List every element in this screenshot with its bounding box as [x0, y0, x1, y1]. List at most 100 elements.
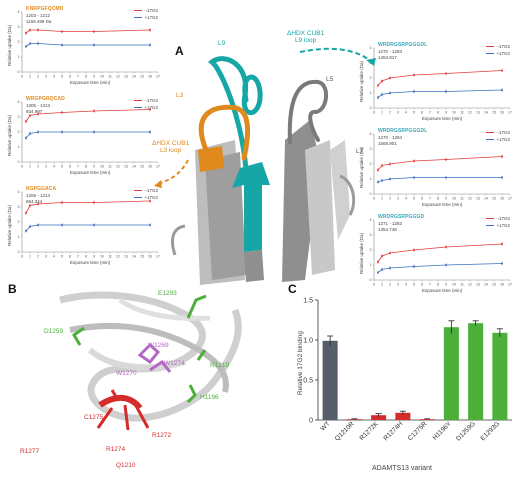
- blue-point: [29, 132, 31, 135]
- red-point: [501, 69, 503, 72]
- red-point: [501, 243, 503, 245]
- x-tick-label: 4: [405, 197, 407, 201]
- peptide-sequence: WRDRGSRPGGGDL: [378, 42, 428, 48]
- peptide-range: 1305 - 1313: [26, 103, 51, 108]
- legend-label: −17G2: [144, 98, 158, 103]
- red-point: [149, 29, 151, 31]
- x-tick-label: 15: [492, 283, 496, 287]
- legend-swatch: [134, 190, 143, 192]
- x-tick-label: 16: [500, 111, 504, 115]
- x-tick-label: 15: [140, 75, 144, 79]
- blue-point: [389, 92, 391, 94]
- label-l7: L7: [356, 148, 364, 155]
- x-tick-label: 5: [413, 197, 415, 201]
- legend-entry: +17G2: [486, 222, 510, 229]
- x-tick-label: 13: [124, 75, 128, 79]
- blue-point: [25, 137, 27, 139]
- legend-entry: +17G2: [134, 14, 158, 21]
- x-tick-label: 16: [148, 255, 152, 259]
- x-tick-label: 2: [389, 283, 391, 287]
- peptide-info: 1270 - 1283 1453.817: [378, 49, 402, 60]
- x-tick-label: 16: [500, 283, 504, 287]
- legend-label: +17G2: [144, 195, 158, 200]
- x-tick-label: 17: [508, 111, 512, 115]
- x-tick-label: 12: [468, 111, 472, 115]
- uptake-legend: −17G2 +17G2: [486, 129, 510, 143]
- red-point: [381, 164, 383, 167]
- uptake-plot-4: 0 1 2 3 4 5 6 7 8 9 10 11 12 13 14 15 16 17 0 1 2 3 4 WRDRGSRPG…: [356, 126, 516, 208]
- red-point: [149, 108, 151, 111]
- blue-point: [61, 131, 63, 133]
- y-tick-label: 4: [18, 100, 20, 104]
- red-point: [37, 203, 39, 205]
- panel-letter-c: C: [288, 282, 297, 296]
- x-tick-label: 0: [21, 75, 23, 79]
- uptake-legend: −17G2 +17G2: [486, 215, 510, 229]
- uptake-xlabel: Exposure time (min): [422, 116, 463, 121]
- y-tick-label: 0: [18, 250, 20, 254]
- label-r1219: R1219: [210, 362, 230, 369]
- legend-label: −17G2: [496, 216, 510, 221]
- x-tick-label: 12: [116, 75, 120, 79]
- x-tick-label: 14: [484, 283, 488, 287]
- label-w1274: W1274: [164, 360, 185, 367]
- bar-chart-xlabel: ADAMTS13 variant: [372, 465, 432, 472]
- uptake-legend: −17G2 +17G2: [134, 187, 158, 201]
- bar-x-tick-label: E1293G: [479, 420, 501, 442]
- y-tick-label: 3: [18, 25, 20, 29]
- x-tick-label: 14: [484, 197, 488, 201]
- label-hdx-l3: ΔHDX CUB1 L3 loop: [152, 140, 190, 154]
- x-tick-label: 7: [77, 165, 79, 169]
- blue-point: [377, 96, 379, 99]
- red-point: [413, 160, 415, 162]
- x-tick-label: 6: [421, 283, 423, 287]
- blue-point: [501, 89, 503, 91]
- red-series-line: [377, 70, 503, 86]
- legend-label: +17G2: [144, 105, 158, 110]
- x-tick-label: 7: [77, 255, 79, 259]
- label-w1270: W1270: [116, 370, 137, 377]
- red-point: [377, 169, 379, 171]
- uptake-legend: −17G2 +17G2: [134, 7, 158, 21]
- legend-entry: −17G2: [134, 187, 158, 194]
- x-tick-label: 9: [93, 165, 95, 169]
- x-tick-label: 7: [429, 111, 431, 115]
- x-tick-label: 3: [45, 75, 47, 79]
- x-tick-label: 7: [429, 283, 431, 287]
- blue-point: [37, 131, 39, 133]
- x-tick-label: 9: [445, 197, 447, 201]
- y-tick-label: 2: [370, 76, 372, 80]
- x-tick-label: 0: [21, 255, 23, 259]
- peptide-range: 1270 - 1284: [378, 135, 403, 140]
- peptide-range: 1206 - 1214: [26, 193, 51, 198]
- x-tick-label: 7: [429, 197, 431, 201]
- x-tick-label: 14: [132, 165, 136, 169]
- y-tick-label: 3: [18, 205, 20, 209]
- peptide-range: 1271 - 1283: [378, 221, 403, 226]
- panel-letter-b: B: [8, 282, 17, 296]
- x-tick-label: 16: [148, 75, 152, 79]
- red-series-line: [25, 200, 151, 214]
- peptide-sequence: KNRPGFQCMD: [26, 6, 64, 12]
- x-tick-label: 16: [148, 165, 152, 169]
- legend-label: −17G2: [144, 188, 158, 193]
- y-tick-label: 2: [370, 248, 372, 252]
- blue-point: [61, 224, 63, 226]
- legend-label: +17G2: [144, 15, 158, 20]
- red-point: [93, 30, 95, 33]
- label-d1259: D1259: [44, 328, 64, 335]
- peptide-mass: 1568.901: [378, 140, 397, 146]
- bar-x-tick-label: R1274H: [382, 420, 404, 442]
- blue-point: [445, 176, 447, 179]
- legend-entry: +17G2: [486, 50, 510, 57]
- y-tick-label: 0: [370, 106, 372, 110]
- bar-R1274H: [395, 412, 411, 420]
- peptide-sequence: WRDRGSRPGGGD: [378, 214, 425, 220]
- legend-entry: −17G2: [134, 97, 158, 104]
- x-tick-label: 3: [397, 197, 399, 201]
- blue-point: [93, 224, 95, 226]
- x-tick-label: 17: [156, 255, 160, 259]
- blue-point: [501, 262, 503, 265]
- blue-point: [25, 230, 27, 232]
- bar-x-tick-label: D1259G: [455, 420, 477, 442]
